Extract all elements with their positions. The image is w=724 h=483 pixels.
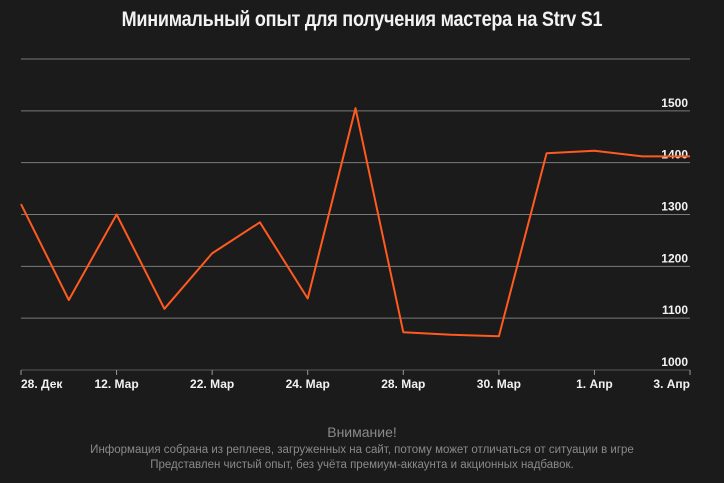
x-tick-label: 3. Апр xyxy=(653,377,690,391)
y-tick-label: 1200 xyxy=(661,251,688,265)
x-tick-label: 1. Апр xyxy=(576,377,613,391)
warning-title: Внимание! xyxy=(327,424,397,440)
x-tick-label: 30. Мар xyxy=(477,377,521,391)
y-tick-label: 1000 xyxy=(661,355,688,369)
line-chart: 1000 1100 1200 1300 1400 1500 28. Дек 12. Мар 22… xyxy=(20,58,691,391)
x-tick-label: 28. Мар xyxy=(381,377,425,391)
note-line-1: Информация собрана из реплеев, загруженн… xyxy=(90,444,634,456)
y-tick-label: 1400 xyxy=(661,148,688,162)
chart-title: Минимальный опыт для получения мастера н… xyxy=(121,8,603,31)
note-line-2: Представлен чистый опыт, без учёта преми… xyxy=(150,459,574,471)
y-tick-label: 1300 xyxy=(661,200,688,214)
x-tick-label: 24. Мар xyxy=(286,377,330,391)
x-tick-label: 12. Мар xyxy=(94,377,138,391)
x-tick-label: 22. Мар xyxy=(190,377,234,391)
y-tick-label: 1100 xyxy=(662,303,688,317)
y-tick-label: 1500 xyxy=(661,96,688,110)
x-tick-label: 28. Дек xyxy=(21,377,63,391)
series-line xyxy=(20,107,690,338)
